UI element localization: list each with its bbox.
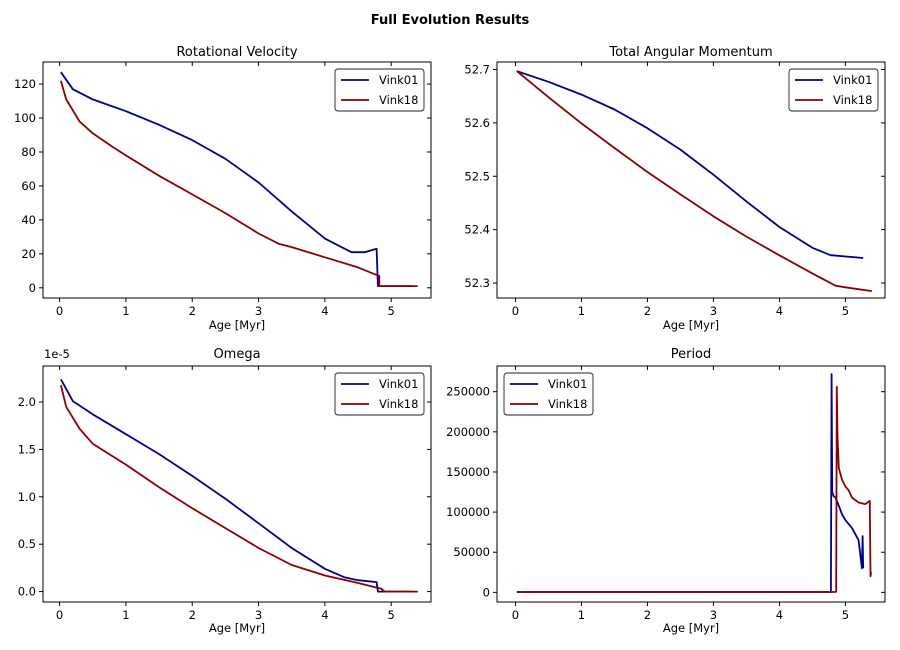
- panel-period: Period 0 1 2 3 4 5 0 50000 100000 150000 200000 250…: [446, 347, 886, 635]
- y-tick-label: 52.6: [464, 116, 490, 130]
- x-tick-label: 1: [122, 304, 129, 318]
- panel-title: Omega: [213, 347, 260, 362]
- x-tick-label: 1: [578, 304, 585, 318]
- y-tick-label: 52.7: [464, 62, 490, 76]
- y-tick-label: 150000: [446, 465, 490, 479]
- series-line-vink01: [516, 373, 865, 593]
- axes-frame: [496, 365, 886, 603]
- panel-title: Total Angular Momentum: [608, 45, 772, 60]
- legend: Vink01 Vink18: [334, 372, 425, 416]
- legend-label: Vink01: [379, 377, 418, 391]
- series-line-vink18: [516, 385, 872, 593]
- legend-label: Vink18: [379, 397, 418, 411]
- panel-omega: Omega 1e-5 0 1 2 3 4 50.00.51.01.52.0Vink01Vi…: [18, 347, 432, 635]
- x-tick-label: 5: [842, 608, 849, 622]
- x-tick-label: 4: [321, 608, 328, 622]
- y-tick-label: 120: [14, 77, 36, 91]
- x-tick-label: 5: [842, 304, 849, 318]
- y-tick-label: 0: [29, 281, 36, 295]
- figure-title: Full Evolution Results: [371, 13, 530, 28]
- x-tick-label: 2: [189, 608, 196, 622]
- legend-label: Vink18: [548, 397, 587, 411]
- x-tick-label: 1: [578, 608, 585, 622]
- plot-area: 0 1 2 3 4 5 0 50000 100000 150000 200000 250000 Vink…: [446, 365, 886, 622]
- legend-label: Vink18: [379, 93, 418, 107]
- series-line-vink18: [516, 70, 872, 292]
- legend-label: Vink01: [379, 73, 418, 87]
- series-line-vink18: [60, 80, 418, 288]
- y-tick-label: 0: [483, 585, 490, 599]
- x-tick-label: 4: [321, 304, 328, 318]
- y-tick-label: 80: [21, 145, 36, 159]
- legend-label: Vink01: [548, 377, 587, 391]
- y-offset-text: 1e-5: [44, 347, 70, 361]
- y-tick-label: 52.3: [464, 276, 490, 290]
- y-tick-label: 100000: [446, 505, 490, 519]
- y-tick-label: 20: [21, 247, 36, 261]
- x-tick-label: 4: [776, 608, 783, 622]
- x-axis-label: Age [Myr]: [663, 621, 719, 635]
- panel-rotational-velocity: Rotational Velocity 0 1 2 3 4 5 0 20 40 60 80 100 12…: [14, 45, 432, 332]
- series-group: [60, 71, 418, 288]
- series-line-vink18: [60, 384, 418, 593]
- legend: Vink01 Vink18: [788, 68, 879, 112]
- x-tick-label: 5: [388, 304, 395, 318]
- plot-area: 0 1 2 3 4 5 52.3 52.4 52.5 52.6 52.7 Vink01 Vink18: [464, 61, 886, 318]
- y-tick-label: 52.4: [464, 223, 490, 237]
- y-tick-label: 200000: [446, 425, 490, 439]
- series-line-vink01: [60, 378, 412, 593]
- axes-frame: [42, 61, 432, 299]
- y-tick-label: 1.5: [18, 442, 36, 456]
- legend: Vink01 Vink18: [334, 68, 425, 112]
- y-tick-label: 250000: [446, 385, 490, 399]
- panel-total-angular-momentum: Total Angular Momentum 0 1 2 3 4 5 52.3 52.4 52.…: [464, 45, 886, 332]
- series-line-vink01: [60, 71, 412, 288]
- series-group: [516, 373, 872, 593]
- axes-frame: [496, 61, 886, 299]
- x-tick-label: 2: [644, 608, 651, 622]
- x-tick-label: 0: [56, 608, 63, 622]
- x-tick-label: 2: [644, 304, 651, 318]
- y-tick-label: 0.5: [18, 537, 36, 551]
- y-tick-label: 60: [21, 179, 36, 193]
- x-tick-label: 4: [776, 304, 783, 318]
- series-group: [60, 378, 418, 593]
- x-tick-label: 0: [512, 608, 519, 622]
- axes-frame: [42, 365, 432, 603]
- x-tick-label: 0: [56, 304, 63, 318]
- x-tick-label: 3: [255, 304, 262, 318]
- series-line-vink01: [516, 70, 864, 259]
- x-axis-label: Age [Myr]: [209, 318, 265, 332]
- plot-area: 0 1 2 3 4 5 0 20 40 60 80 100 120 Vink01 Vink18: [14, 61, 432, 318]
- x-tick-label: 1: [122, 608, 129, 622]
- plot-area: 0 1 2 3 4 5 0.0 0.5 1.0 1.5 2.0 Vink01 Vink18: [18, 365, 432, 622]
- legend-label: Vink18: [833, 93, 872, 107]
- x-axis-label: Age [Myr]: [663, 318, 719, 332]
- x-tick-label: 3: [255, 608, 262, 622]
- x-axis-label: Age [Myr]: [209, 621, 265, 635]
- legend-label: Vink01: [833, 73, 872, 87]
- x-tick-label: 5: [388, 608, 395, 622]
- y-tick-label: 52.5: [464, 169, 490, 183]
- legend: Vink01 Vink18: [503, 372, 594, 416]
- y-tick-label: 1.0: [18, 490, 36, 504]
- y-tick-label: 100: [14, 111, 36, 125]
- x-tick-label: 0: [512, 304, 519, 318]
- x-tick-label: 2: [189, 304, 196, 318]
- y-tick-label: 2.0: [18, 395, 36, 409]
- panel-title: Period: [671, 347, 712, 362]
- y-tick-label: 50000: [453, 545, 490, 559]
- x-tick-label: 3: [710, 304, 717, 318]
- y-tick-label: 40: [21, 213, 36, 227]
- x-tick-label: 3: [710, 608, 717, 622]
- y-tick-label: 0.0: [18, 585, 36, 599]
- series-group: [516, 70, 872, 292]
- panel-title: Rotational Velocity: [176, 45, 297, 60]
